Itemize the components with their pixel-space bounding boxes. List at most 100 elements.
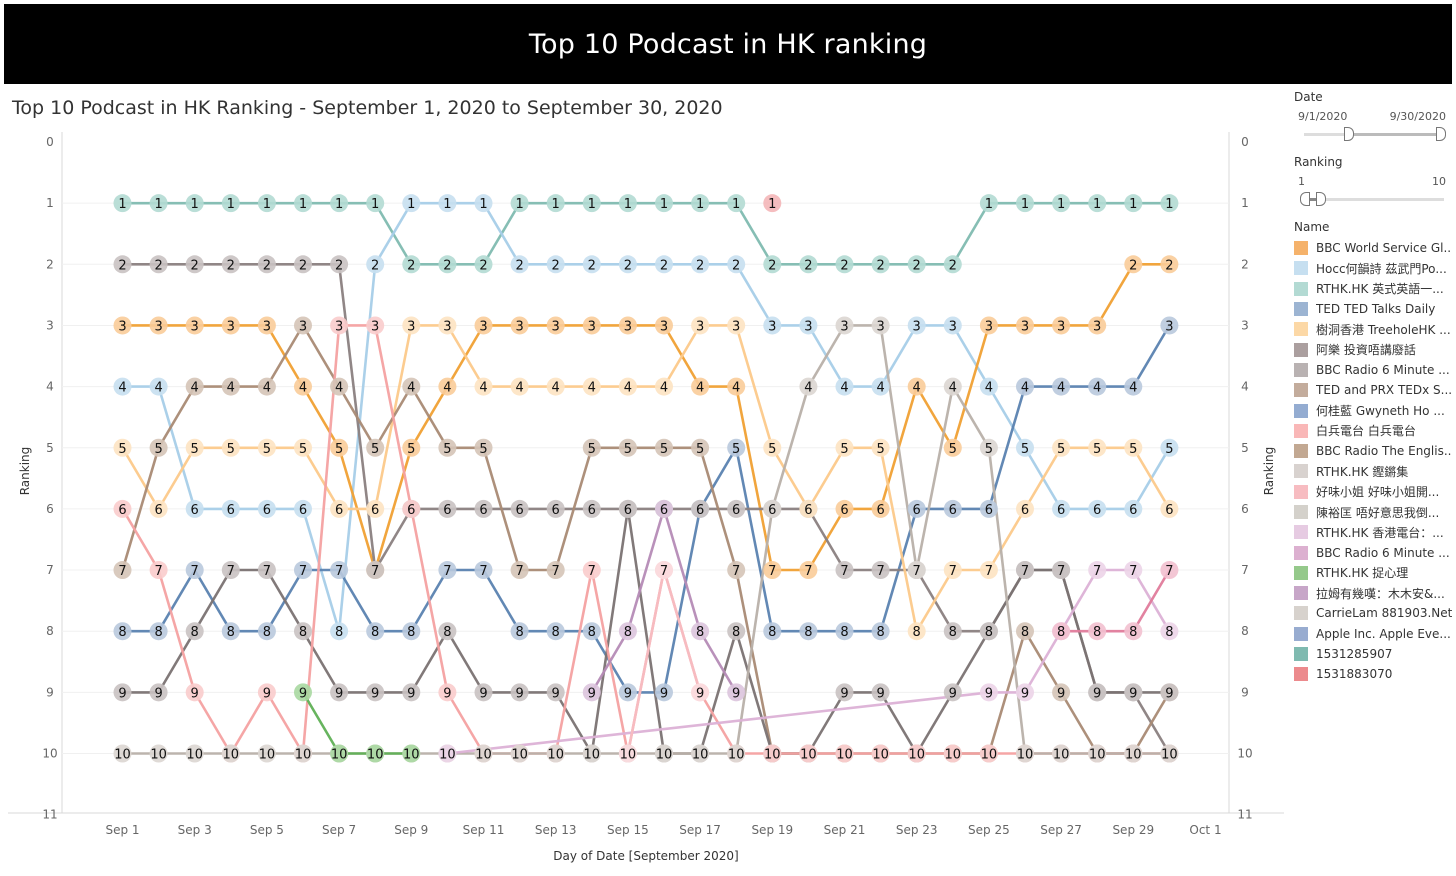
data-point[interactable]: 8	[763, 622, 782, 641]
data-point[interactable]: 7	[330, 561, 349, 580]
data-point[interactable]: 10	[1016, 744, 1034, 763]
data-point[interactable]: 6	[1016, 499, 1034, 518]
data-point[interactable]: 2	[1124, 255, 1143, 274]
data-point[interactable]: 9	[655, 683, 673, 702]
data-point[interactable]: 8	[510, 622, 529, 641]
data-point[interactable]: 4	[1124, 377, 1143, 396]
data-point[interactable]: 8	[1016, 622, 1034, 641]
data-point[interactable]: 9	[474, 683, 493, 702]
legend-item[interactable]: BBC Radio 6 Minute ...	[1294, 542, 1454, 562]
data-point[interactable]: 9	[727, 683, 746, 702]
data-point[interactable]: 9	[691, 683, 710, 702]
data-point[interactable]: 2	[185, 255, 204, 274]
legend-item[interactable]: 1531285907	[1294, 644, 1454, 664]
data-point[interactable]: 6	[763, 499, 782, 518]
data-point[interactable]: 1	[618, 194, 637, 213]
data-point[interactable]: 4	[294, 377, 312, 396]
data-point[interactable]: 3	[1052, 316, 1071, 335]
data-point[interactable]: 1	[546, 194, 565, 213]
data-point[interactable]: 1	[1124, 194, 1143, 213]
data-point[interactable]: 10	[402, 744, 421, 763]
data-point[interactable]: 6	[185, 499, 204, 518]
data-point[interactable]: 9	[366, 683, 385, 702]
data-point[interactable]: 6	[799, 499, 818, 518]
data-point[interactable]: 9	[294, 683, 312, 702]
data-point[interactable]: 4	[835, 377, 854, 396]
data-point[interactable]: 2	[871, 255, 890, 274]
data-point[interactable]: 4	[582, 377, 601, 396]
data-point[interactable]: 6	[871, 499, 890, 518]
data-point[interactable]: 1	[1160, 194, 1179, 213]
data-point[interactable]: 1	[763, 194, 782, 213]
data-point[interactable]: 9	[943, 683, 962, 702]
data-point[interactable]: 10	[691, 744, 710, 763]
data-point[interactable]: 1	[221, 194, 240, 213]
data-point[interactable]: 5	[438, 438, 457, 457]
legend-item[interactable]: BBC Radio 6 Minute ...	[1294, 360, 1454, 380]
data-point[interactable]: 1	[655, 194, 673, 213]
legend-item[interactable]: TED and PRX TEDx S...	[1294, 380, 1454, 400]
data-point[interactable]: 1	[510, 194, 529, 213]
data-point[interactable]: 5	[979, 438, 998, 457]
data-point[interactable]: 2	[1160, 255, 1179, 274]
data-point[interactable]: 10	[582, 744, 601, 763]
data-point[interactable]: 7	[366, 561, 385, 580]
data-point[interactable]: 8	[871, 622, 890, 641]
data-point[interactable]: 10	[907, 744, 926, 763]
data-point[interactable]: 1	[330, 194, 349, 213]
data-point[interactable]: 1	[113, 194, 132, 213]
data-point[interactable]: 10	[438, 744, 457, 763]
data-point[interactable]: 6	[330, 499, 349, 518]
legend-item[interactable]: CarrieLam 881903.Net	[1294, 603, 1454, 623]
data-point[interactable]: 2	[438, 255, 457, 274]
data-point[interactable]: 6	[943, 499, 962, 518]
data-point[interactable]: 9	[546, 683, 565, 702]
data-point[interactable]: 8	[943, 622, 962, 641]
data-point[interactable]: 2	[691, 255, 710, 274]
data-point[interactable]: 10	[113, 744, 132, 763]
data-point[interactable]: 8	[1124, 622, 1143, 641]
data-point[interactable]: 7	[1052, 561, 1071, 580]
data-point[interactable]: 4	[943, 377, 962, 396]
ranking-range-slider[interactable]	[1298, 192, 1444, 206]
data-point[interactable]: 8	[330, 622, 349, 641]
data-point[interactable]: 3	[366, 316, 385, 335]
data-point[interactable]: 10	[799, 744, 818, 763]
data-point[interactable]: 8	[618, 622, 637, 641]
data-point[interactable]: 8	[438, 622, 457, 641]
data-point[interactable]: 9	[1160, 683, 1179, 702]
data-point[interactable]: 3	[727, 316, 746, 335]
data-point[interactable]: 2	[618, 255, 637, 274]
data-point[interactable]: 7	[835, 561, 854, 580]
data-point[interactable]: 10	[1088, 744, 1107, 763]
data-point[interactable]: 3	[655, 316, 673, 335]
data-point[interactable]: 5	[185, 438, 204, 457]
data-point[interactable]: 6	[655, 499, 673, 518]
data-point[interactable]: 1	[1088, 194, 1107, 213]
data-point[interactable]: 3	[113, 316, 132, 335]
data-point[interactable]: 6	[546, 499, 565, 518]
data-point[interactable]: 10	[835, 744, 854, 763]
data-point[interactable]: 8	[185, 622, 204, 641]
data-point[interactable]: 5	[474, 438, 493, 457]
data-point[interactable]: 2	[727, 255, 746, 274]
data-point[interactable]: 2	[294, 255, 312, 274]
data-point[interactable]: 9	[149, 683, 168, 702]
data-point[interactable]: 6	[727, 499, 746, 518]
data-point[interactable]: 7	[582, 561, 601, 580]
data-point[interactable]: 6	[1160, 499, 1179, 518]
data-point[interactable]: 2	[221, 255, 240, 274]
data-point[interactable]: 3	[294, 316, 312, 335]
data-point[interactable]: 10	[474, 744, 493, 763]
legend-item[interactable]: 好味小姐 好味小姐開...	[1294, 482, 1454, 502]
date-range-slider[interactable]	[1298, 127, 1446, 141]
data-point[interactable]: 1	[474, 194, 493, 213]
data-point[interactable]: 4	[618, 377, 637, 396]
data-point[interactable]: 1	[366, 194, 385, 213]
data-point[interactable]: 10	[1124, 744, 1143, 763]
data-point[interactable]: 9	[1052, 683, 1071, 702]
data-point[interactable]: 5	[294, 438, 312, 457]
legend-item[interactable]: RTHK.HK 香港電台：...	[1294, 522, 1454, 542]
data-point[interactable]: 2	[582, 255, 601, 274]
data-point[interactable]: 4	[799, 377, 818, 396]
